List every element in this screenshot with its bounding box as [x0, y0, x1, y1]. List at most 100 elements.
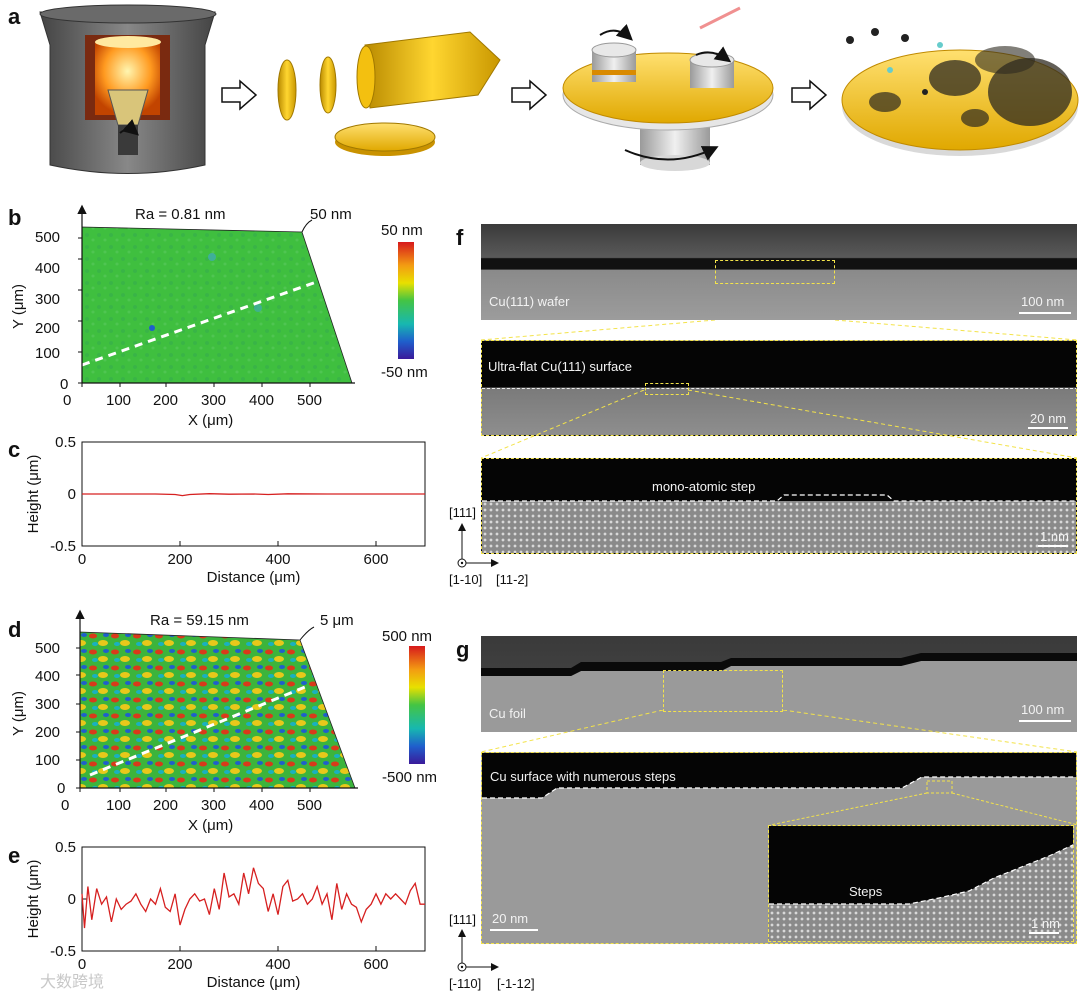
x-tick-d: 0 — [61, 797, 70, 814]
x-tick-b: 200 — [153, 392, 179, 409]
x-tick-d: 100 — [106, 797, 132, 814]
panel-label-c: c — [8, 437, 21, 462]
y-tick-b: 500 — [35, 229, 61, 246]
x-tick-b: 0 — [63, 392, 72, 409]
zoom-box-f-top — [715, 260, 835, 284]
panel-label-e: e — [8, 843, 21, 868]
x-tick-label: 600 — [363, 551, 388, 568]
x-tick-label: 0 — [78, 956, 86, 973]
afm-map-d — [75, 609, 425, 792]
y-tick-d: 100 — [35, 752, 61, 769]
y-tick-d: 200 — [35, 724, 61, 741]
x-tick-label: 400 — [265, 551, 290, 568]
y-tick-d: 400 — [35, 668, 61, 685]
x-tick-label: 200 — [167, 956, 192, 973]
scalebar-g-inset — [1029, 932, 1059, 934]
process-arrow-3 — [791, 79, 828, 111]
y-tick-label: 0 — [68, 891, 76, 908]
series-line — [82, 493, 425, 497]
z-scale-d: 5 μm — [320, 612, 354, 629]
scalebar-label-g-inset: 1 nm — [1031, 916, 1060, 931]
zoom-lines-f-1 — [481, 320, 1077, 340]
colorbar-min-b: -50 nm — [381, 364, 428, 381]
tem-label-g-top: Cu foil — [489, 706, 526, 721]
zoom-box-g-top — [663, 670, 783, 712]
panel-a-schematic — [39, 4, 1079, 174]
y-tick-label: 0.5 — [55, 839, 76, 856]
zoom-lines-g-1 — [481, 710, 1077, 752]
ra-value-b: Ra = 0.81 nm — [135, 206, 226, 223]
x-tick-label: 600 — [363, 956, 388, 973]
scalebar-label-g-top: 100 nm — [1021, 702, 1065, 717]
furnace-illustration — [39, 4, 217, 174]
zoom-box-f-mid — [645, 383, 689, 395]
colorbar-b — [398, 242, 414, 359]
x-tick-label: 0 — [78, 551, 86, 568]
x-tick-d: 300 — [201, 797, 227, 814]
x-tick-b: 500 — [297, 392, 323, 409]
y-tick-b: 300 — [35, 291, 61, 308]
tem-image-f-bottom: mono-atomic step 1 nm — [481, 458, 1077, 554]
crystal-slicing-illustration — [277, 31, 501, 156]
axis-label-g-right: [-1-12] — [497, 976, 535, 991]
tem-inset-g: Steps 1 nm — [768, 825, 1074, 942]
tem-image-g-mid: Cu surface with numerous steps 20 nm Ste… — [481, 752, 1077, 944]
ra-value-d: Ra = 59.15 nm — [150, 612, 249, 629]
y-axis-label: Height (μm) — [25, 860, 42, 939]
z-scale-b: 50 nm — [310, 206, 352, 223]
zoom-lines-f-2 — [481, 390, 1077, 458]
scalebar-label-f-mid: 20 nm — [1030, 411, 1067, 426]
panel-label-f: f — [456, 225, 464, 250]
x-axis-label-d: X (μm) — [188, 817, 234, 834]
y-axis-label: Height (μm) — [25, 455, 42, 534]
scalebar-label-f-top: 100 nm — [1021, 294, 1065, 309]
axis-label-g-out: [-110] — [449, 976, 482, 991]
colorbar-max-b: 50 nm — [381, 222, 423, 239]
axis-label-f-out: [1-10] — [449, 572, 483, 587]
tem-label-f-mid: Ultra-flat Cu(111) surface — [488, 359, 633, 374]
y-tick-label: -0.5 — [50, 943, 76, 960]
surface-line-f-mid — [482, 388, 1076, 389]
x-tick-d: 500 — [297, 797, 323, 814]
y-tick-label: 0 — [68, 486, 76, 503]
crystal-axes-g — [457, 929, 499, 972]
x-axis-label: Distance (μm) — [207, 569, 301, 586]
scalebar-g-mid — [490, 929, 538, 931]
y-tick-b: 200 — [35, 320, 61, 337]
tem-image-g-top: Cu foil 100 nm — [481, 636, 1077, 732]
watermark: 大数跨境 — [40, 974, 105, 991]
y-tick-d: 0 — [57, 780, 66, 797]
y-tick-label: 0.5 — [55, 434, 76, 451]
tem-label-f-bottom: mono-atomic step — [652, 479, 756, 494]
y-tick-label: -0.5 — [50, 538, 76, 555]
y-tick-d: 300 — [35, 696, 61, 713]
axis-label-f-up: [111] — [449, 505, 476, 520]
x-tick-b: 100 — [106, 392, 132, 409]
series-line — [81, 867, 425, 929]
x-axis-label: Distance (μm) — [207, 974, 301, 991]
tem-label-g-mid: Cu surface with numerous steps — [490, 769, 676, 784]
tem-image-f-top: Cu(111) wafer 100 nm — [481, 224, 1077, 320]
y-tick-b: 400 — [35, 260, 61, 277]
process-arrow-1 — [221, 79, 258, 111]
colorbar-max-d: 500 nm — [382, 628, 433, 645]
panel-label-d: d — [8, 617, 22, 642]
scalebar-g-top — [1019, 720, 1071, 722]
graphene-growth-illustration — [841, 28, 1079, 156]
polishing-illustration — [562, 6, 774, 171]
panel-label-g: g — [456, 637, 470, 662]
crystal-axes-f — [457, 523, 499, 568]
x-tick-label: 400 — [265, 956, 290, 973]
x-tick-d: 400 — [249, 797, 275, 814]
colorbar-d — [409, 646, 425, 764]
tem-label-f-top: Cu(111) wafer — [489, 294, 570, 309]
x-tick-label: 200 — [167, 551, 192, 568]
panel-label-b: b — [8, 205, 22, 230]
x-tick-b: 300 — [201, 392, 227, 409]
scalebar-label-f-bottom: 1 nm — [1040, 529, 1069, 544]
y-tick-b: 0 — [60, 376, 69, 393]
x-tick-d: 200 — [153, 797, 179, 814]
scalebar-f-top — [1019, 312, 1071, 314]
